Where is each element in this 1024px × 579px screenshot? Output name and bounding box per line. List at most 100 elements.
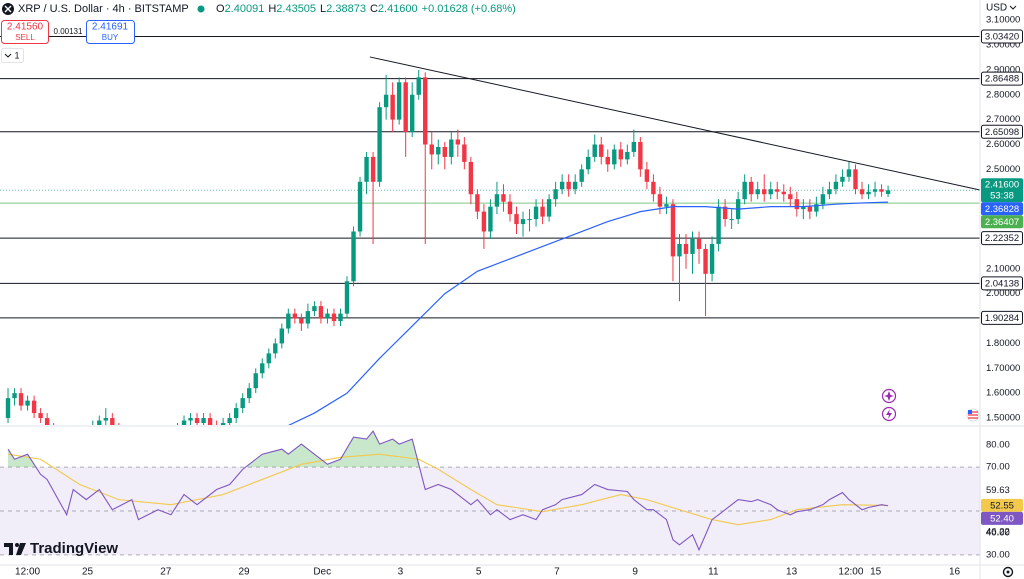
x-tick-label: 12:00: [15, 567, 40, 578]
level-tag-label: 2.65098: [985, 127, 1019, 138]
buy-button[interactable]: [86, 20, 135, 44]
y-tick-label: 1.50000: [986, 413, 1020, 424]
rsi-tag: [981, 498, 1023, 512]
currency-chevron: [1009, 5, 1017, 10]
candle-body: [44, 418, 50, 425]
level-tag: [981, 29, 1023, 44]
settings-gear-hub: [1006, 570, 1010, 574]
candle-body: [540, 206, 545, 217]
x-tick-label: Dec: [313, 567, 331, 578]
rsi-tag-label: 59.63: [986, 485, 1010, 496]
candle-body: [188, 418, 193, 421]
rsi-line: [7, 430, 889, 552]
countdown: 53:38: [990, 190, 1014, 201]
moving-average: [288, 201, 889, 425]
currency[interactable]: USD: [986, 3, 1007, 14]
candle-body: [651, 181, 656, 195]
candle-body: [409, 94, 415, 133]
candle-body: [520, 219, 526, 225]
candle-body: [586, 156, 591, 170]
candle-body: [207, 418, 213, 425]
level-tag-label: 2.86488: [985, 74, 1019, 85]
candle-body: [181, 420, 187, 425]
price-pane: [0, 36, 980, 425]
last-price-tag: [981, 178, 1023, 203]
candle-body: [664, 204, 669, 207]
candle-body: [351, 231, 356, 282]
symbol-icon-mark: [4, 5, 12, 13]
candle-body: [853, 169, 858, 190]
level-tag-label: 1.90284: [985, 313, 1019, 324]
candle-body: [840, 176, 845, 182]
candle-body: [338, 313, 343, 322]
settings-gear[interactable]: [1002, 566, 1014, 578]
sell-button[interactable]: [1, 20, 49, 44]
candle-body: [533, 206, 539, 220]
sell-label: SELL: [15, 33, 35, 42]
candle-body: [299, 318, 304, 324]
candle-body: [344, 281, 350, 314]
candle-body: [794, 199, 800, 210]
candle-body: [833, 181, 839, 190]
y-tick-label: 2.60000: [986, 139, 1020, 150]
x-tick-label: 12:00: [838, 567, 863, 578]
candle-body: [468, 161, 474, 195]
y-tick-label: 2.10000: [986, 263, 1020, 274]
candle-body: [703, 248, 708, 274]
y-tick-label: 40.00: [986, 527, 1010, 538]
ma-tag-label: 2.36828: [985, 204, 1019, 215]
candle-body: [194, 418, 200, 424]
interval-toggle: 1: [14, 50, 19, 60]
level-tag: [981, 310, 1023, 325]
candle-body: [286, 313, 291, 329]
x-tick-label: 5: [476, 567, 482, 578]
rsi-tag-label: 52.40: [990, 513, 1014, 524]
candle-body: [318, 306, 324, 319]
x-tick-label: 29: [238, 567, 250, 578]
collapse-toggle[interactable]: [1, 48, 24, 63]
candle-body: [755, 189, 760, 195]
brand-name: TradingView: [30, 540, 118, 557]
candle-body: [827, 189, 832, 195]
candle-body: [220, 423, 226, 425]
candle-body: [572, 181, 578, 190]
ideas-icon-star: [884, 391, 894, 401]
candle-body: [677, 243, 682, 257]
y-tick-label: 1.80000: [986, 338, 1020, 349]
candle-body: [644, 169, 650, 182]
y-tick-label: 2.90000: [986, 64, 1020, 75]
candle-body: [370, 156, 376, 182]
candle-body: [423, 77, 428, 145]
candle-body: [638, 141, 643, 170]
candle-body: [462, 144, 467, 162]
rsi-line: [7, 453, 889, 526]
events-icon-bolt: [886, 409, 892, 419]
level-tag-label: 3.03420: [985, 32, 1019, 43]
candle-body: [292, 313, 298, 319]
candle-body: [396, 82, 402, 120]
settings[interactable]: [1002, 566, 1014, 578]
candle-body: [38, 413, 43, 419]
candle-body: [788, 194, 793, 200]
candle-body: [331, 313, 337, 322]
candle-body: [247, 388, 252, 399]
candle-body: [507, 201, 513, 215]
market-status: [197, 5, 205, 13]
last-price-label: 2.41600: [985, 179, 1019, 190]
candle-body: [722, 206, 728, 220]
candle-body: [801, 206, 806, 210]
candle-body: [618, 149, 624, 160]
candle-body: [775, 189, 780, 192]
candle-body: [859, 189, 865, 195]
candle-body: [201, 418, 206, 424]
symbol: XRP / U.S. Dollar · 4h · BITSTAMP: [18, 3, 189, 15]
level-tag: [981, 124, 1023, 139]
candle-body: [566, 181, 571, 190]
candle-body: [768, 189, 773, 195]
trendline: [369, 56, 980, 191]
buy-price: 2.41691: [92, 22, 129, 33]
x-tick-label: 3: [398, 567, 404, 578]
candle-body: [429, 144, 434, 155]
